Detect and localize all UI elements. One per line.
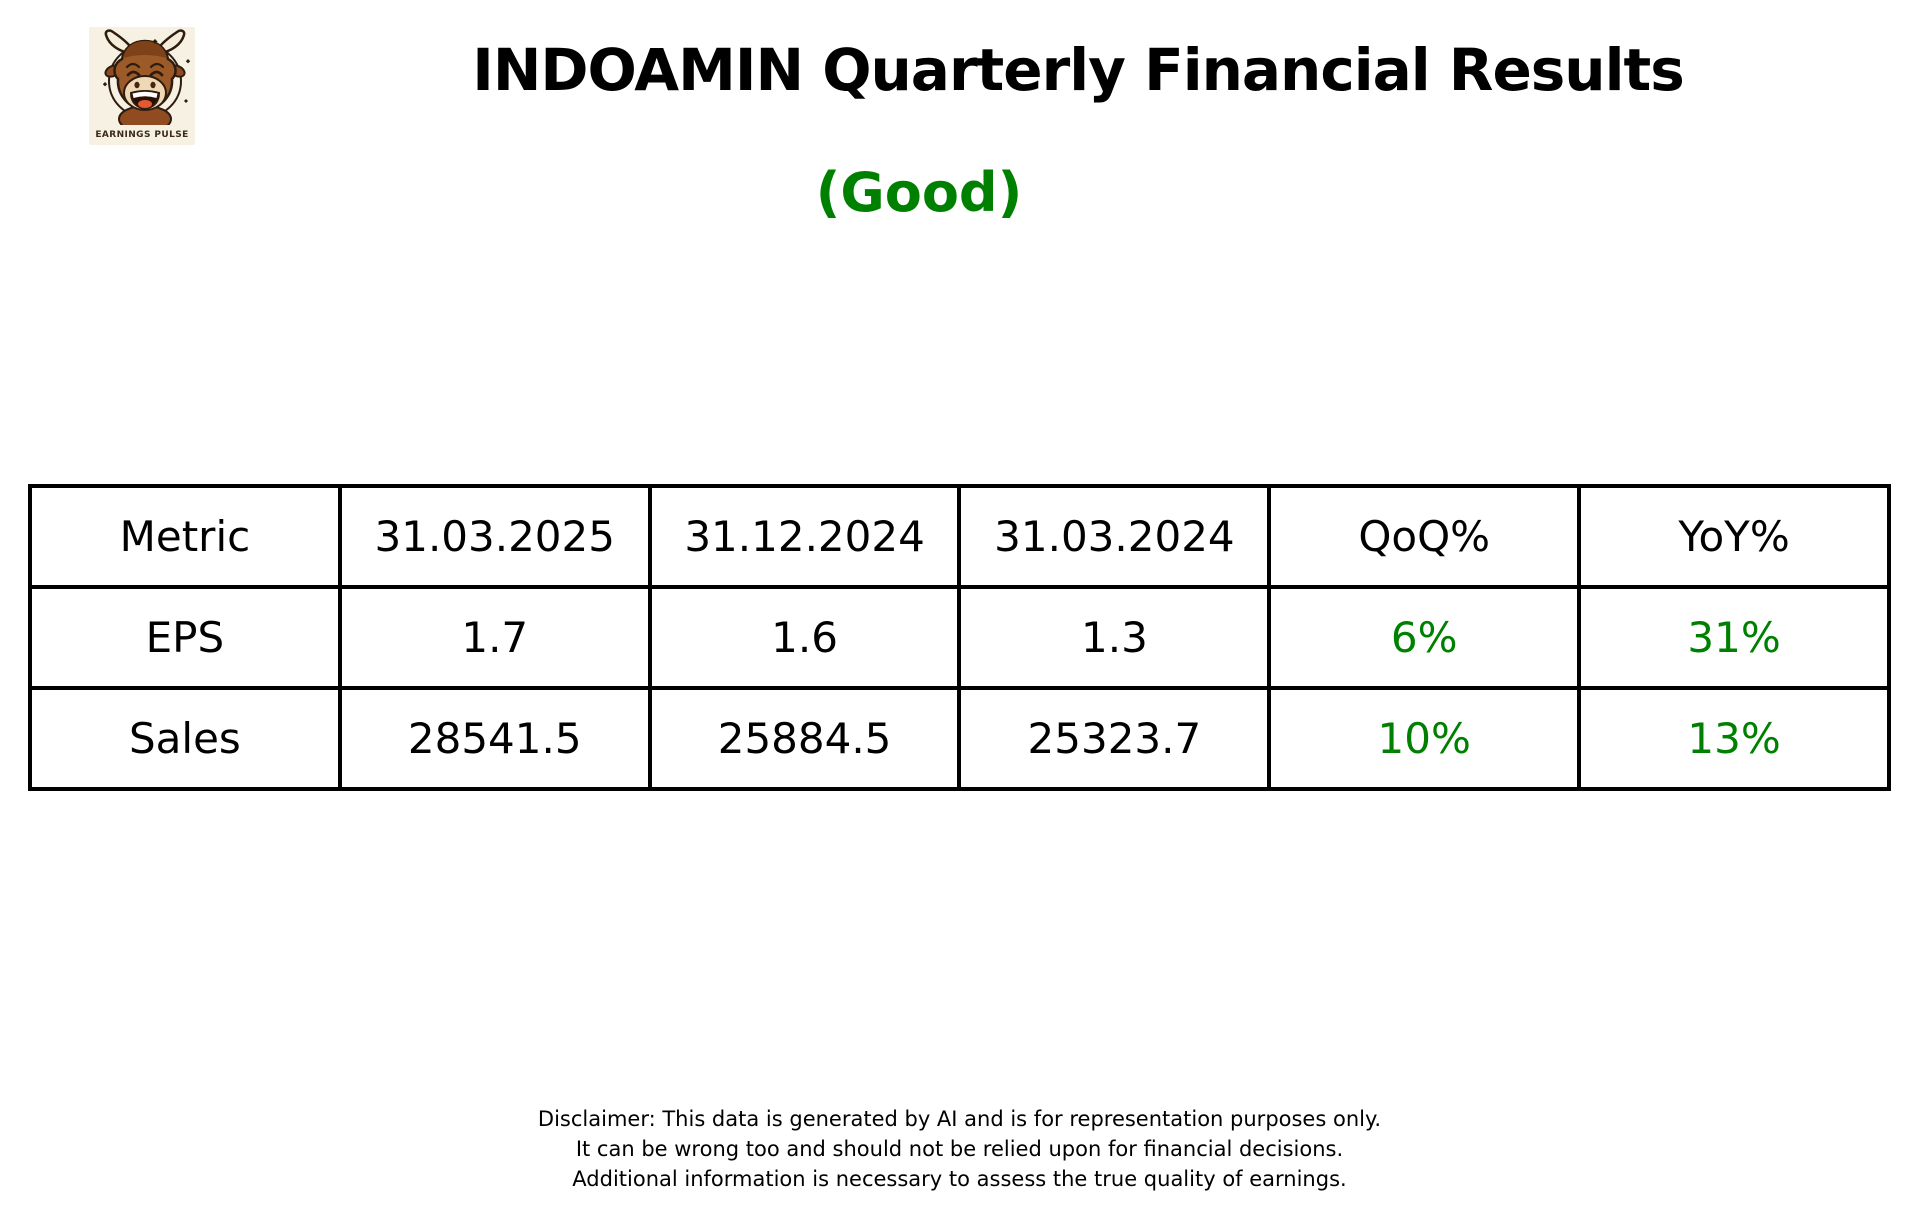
column-header-q-previous: 31.12.2024 [647, 484, 962, 589]
laughing-bull-icon [102, 29, 191, 125]
value-cell: 25884.5 [647, 686, 962, 791]
metric-cell: EPS [28, 585, 342, 690]
verdict-label: (Good) [815, 161, 1023, 224]
table-row-sales: Sales 28541.5 25884.5 25323.7 10% 13% [28, 686, 1891, 791]
page-title: INDOAMIN Quarterly Financial Results [472, 36, 1684, 104]
disclaimer: Disclaimer: This data is generated by AI… [0, 1104, 1919, 1194]
qoq-cell: 6% [1267, 585, 1582, 690]
column-header-qoq: QoQ% [1267, 484, 1582, 589]
yoy-cell: 13% [1577, 686, 1891, 791]
column-header-q-current: 31.03.2025 [337, 484, 652, 589]
brand-logo: EARNINGS PULSE [89, 27, 195, 145]
brand-name: EARNINGS PULSE [95, 130, 189, 140]
value-cell: 25323.7 [957, 686, 1272, 791]
value-cell: 1.6 [647, 585, 962, 690]
value-cell: 28541.5 [337, 686, 652, 791]
disclaimer-line: Disclaimer: This data is generated by AI… [537, 1107, 1382, 1131]
column-header-yoy: YoY% [1577, 484, 1891, 589]
disclaimer-line: It can be wrong too and should not be re… [575, 1137, 1344, 1161]
column-header-q-yearago: 31.03.2024 [957, 484, 1272, 589]
column-header-metric: Metric [28, 484, 342, 589]
disclaimer-line: Additional information is necessary to a… [572, 1167, 1347, 1191]
value-cell: 1.3 [957, 585, 1272, 690]
metric-cell: Sales [28, 686, 342, 791]
financial-results-table: Metric 31.03.2025 31.12.2024 31.03.2024 … [28, 484, 1891, 791]
yoy-cell: 31% [1577, 585, 1891, 690]
qoq-cell: 10% [1267, 686, 1582, 791]
value-cell: 1.7 [337, 585, 652, 690]
table-row-eps: EPS 1.7 1.6 1.3 6% 31% [28, 585, 1891, 690]
table-header-row: Metric 31.03.2025 31.12.2024 31.03.2024 … [28, 484, 1891, 589]
